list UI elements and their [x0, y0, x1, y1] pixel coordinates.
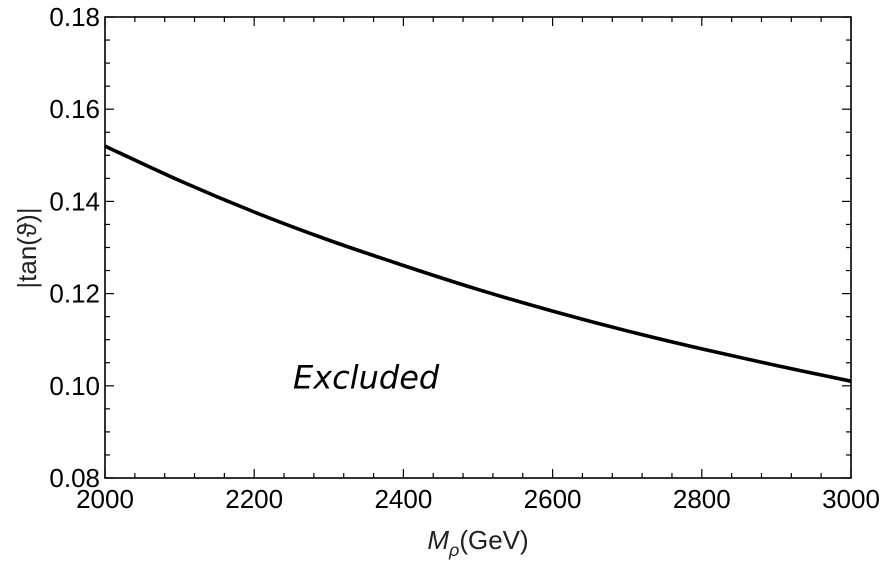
y-tick-label: 0.14 [49, 186, 100, 216]
x-axis-title: Mρ(GeV) [427, 525, 528, 560]
y-axis-title: |tan(ϑ)| [12, 207, 42, 288]
y-tick-label: 0.10 [49, 371, 100, 401]
x-axis-subscript: ρ [448, 540, 459, 560]
x-tick-labels: 2000 2200 2400 2600 2800 3000 [76, 484, 880, 514]
x-tick-label: 3000 [822, 484, 880, 514]
x-tick-label: 2200 [225, 484, 283, 514]
y-tick-label: 0.12 [49, 279, 100, 309]
axis-ticks [104, 16, 852, 479]
y-tick-label: 0.18 [49, 2, 100, 32]
x-axis-unit: (GeV) [459, 525, 528, 555]
x-tick-label: 2600 [524, 484, 582, 514]
x-tick-label: 2000 [76, 484, 134, 514]
x-tick-label: 2800 [673, 484, 731, 514]
series-line-exclusion-bound [104, 144, 852, 383]
x-tick-label: 2400 [374, 484, 432, 514]
y-tick-label: 0.08 [49, 463, 100, 493]
x-axis-symbol: M [427, 525, 449, 555]
excluded-annotation: Excluded [293, 359, 440, 397]
y-tick-labels: 0.08 0.10 0.12 0.14 0.16 0.18 [49, 2, 100, 493]
y-tick-label: 0.16 [49, 94, 100, 124]
plot-frame [104, 16, 852, 479]
